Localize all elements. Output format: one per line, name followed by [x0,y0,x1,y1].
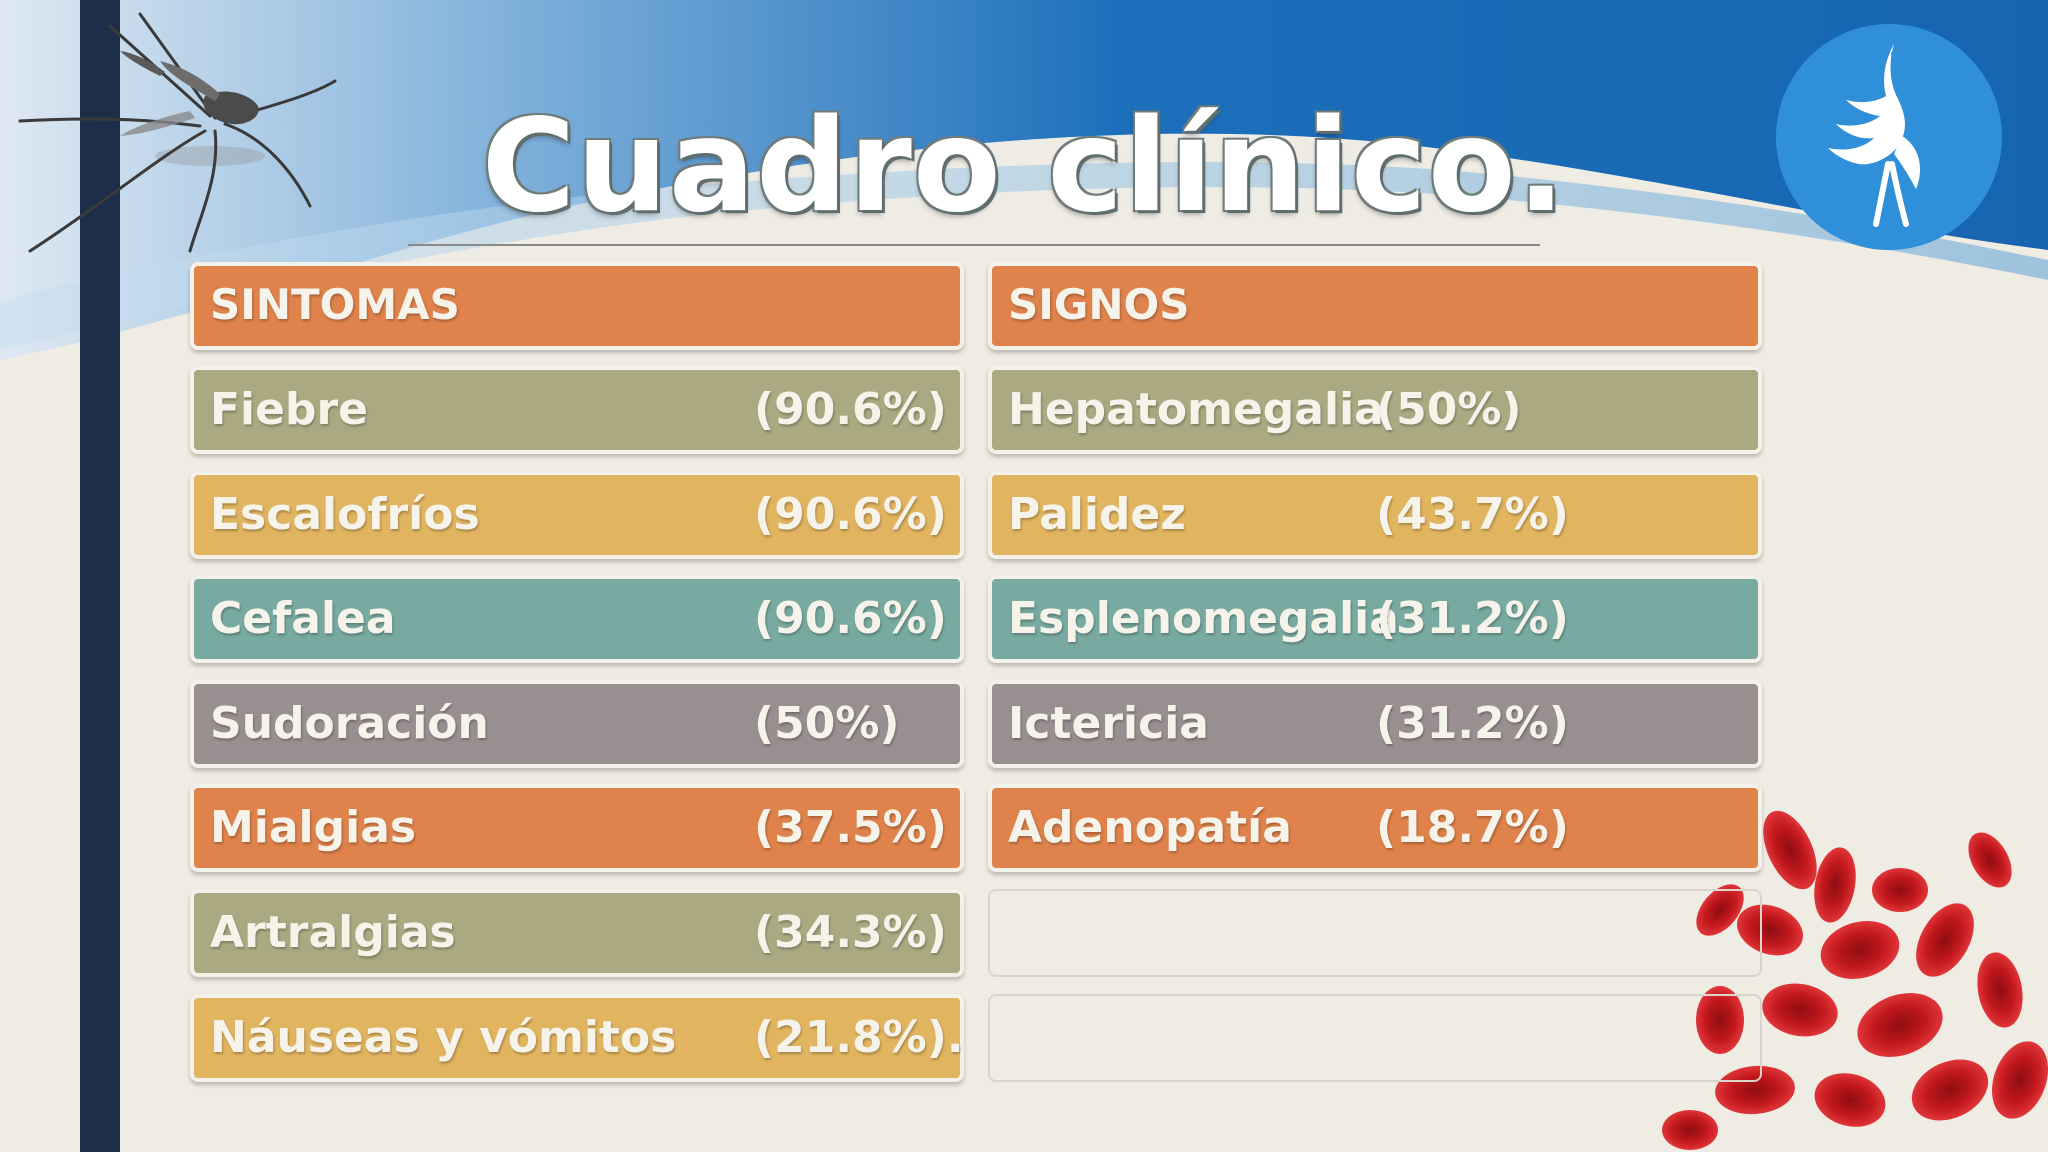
sintomas-header-label: SINTOMAS [210,280,460,329]
signos-header-label: SIGNOS [1008,280,1190,329]
symptom-name: Escalofríos [210,489,480,540]
red-blood-cells-illustration [1662,810,2048,1150]
symptom-percent: (90.6%) [754,593,947,644]
sign-name: Palidez [1008,489,1186,540]
symptom-name: Fiebre [210,384,369,435]
table-row: Escalofríos (90.6%) [190,471,964,559]
sign-name: Ictericia [1008,698,1209,749]
sign-percent: (43.7%) [1376,489,1569,540]
sign-name: Esplenomegalia [1008,593,1399,644]
symptom-percent: (50%) [754,698,900,749]
sign-percent: (50%) [1376,384,1522,435]
crane-bird-logo-icon [1776,24,2002,250]
symptom-percent: (37.5%) [754,802,947,853]
table-row: Hepatomegalia (50%) [988,366,1762,454]
symptom-name: Mialgias [210,802,417,853]
mosquito-illustration [18,12,337,253]
sign-name: Adenopatía [1008,802,1292,853]
symptom-name: Náuseas y vómitos [210,1012,677,1063]
page-title: Cuadro clínico. [481,92,1567,241]
table-row: Sudoración (50%) [190,680,964,768]
symptom-percent: (90.6%) [754,489,947,540]
table-row: Artralgias (34.3%) [190,889,964,977]
table-row: Cefalea (90.6%) [190,575,964,663]
symptom-name: Artralgias [210,907,456,958]
empty-row [988,994,1762,1082]
sign-percent: (31.2%) [1376,593,1569,644]
symptom-name: Cefalea [210,593,396,644]
signos-header: SIGNOS [988,262,1762,350]
symptom-percent: (90.6%) [754,384,947,435]
title-divider [408,244,1540,246]
table-row: Fiebre (90.6%) [190,366,964,454]
sign-percent: (31.2%) [1376,698,1569,749]
table-row: Náuseas y vómitos (21.8%). [190,994,964,1082]
sintomas-header: SINTOMAS [190,262,964,350]
table-row: Mialgias (37.5%) [190,784,964,872]
table-row: Esplenomegalia (31.2%) [988,575,1762,663]
sign-name: Hepatomegalia [1008,384,1384,435]
table-row: Adenopatía (18.7%) [988,784,1762,872]
sign-percent: (18.7%) [1376,802,1569,853]
empty-row [988,889,1762,977]
table-row: Ictericia (31.2%) [988,680,1762,768]
symptom-percent: (21.8%). [754,1012,964,1063]
symptom-name: Sudoración [210,698,489,749]
table-row: Palidez (43.7%) [988,471,1762,559]
symptom-percent: (34.3%) [754,907,947,958]
